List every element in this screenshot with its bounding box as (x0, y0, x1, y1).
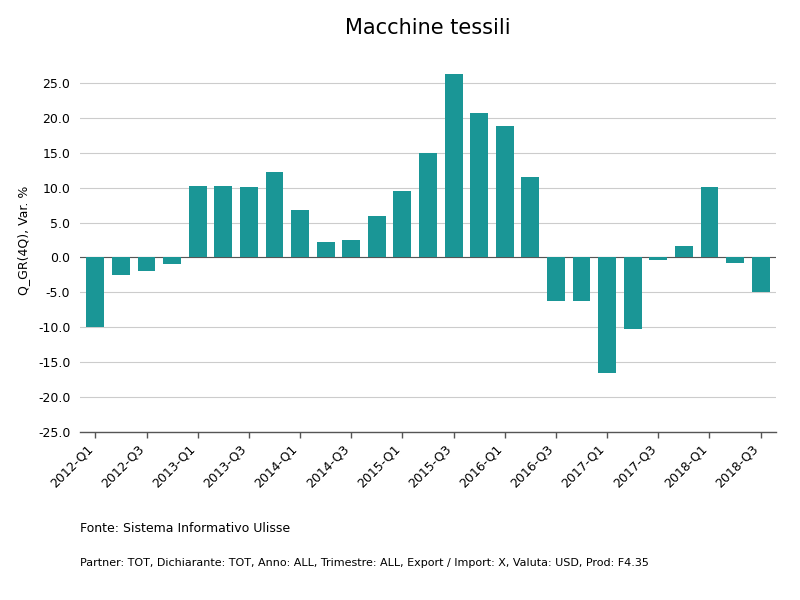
Bar (86, 257, 104, 327)
Bar (138, 257, 155, 271)
Bar (726, 257, 744, 263)
Bar (214, 185, 232, 257)
Bar (317, 242, 334, 257)
Bar (547, 257, 565, 301)
Bar (598, 257, 616, 373)
Bar (394, 191, 411, 257)
Text: Partner: TOT, Dichiarante: TOT, Anno: ALL, Trimestre: ALL, Export / Import: X, V: Partner: TOT, Dichiarante: TOT, Anno: AL… (80, 558, 649, 568)
Bar (675, 245, 693, 257)
Bar (522, 177, 539, 257)
Text: Fonte: Sistema Informativo Ulisse: Fonte: Sistema Informativo Ulisse (80, 522, 290, 535)
Bar (342, 240, 360, 257)
Bar (573, 257, 590, 301)
Bar (752, 257, 770, 292)
Bar (701, 187, 718, 257)
Bar (240, 187, 258, 257)
Bar (112, 257, 130, 275)
Bar (419, 153, 437, 257)
Y-axis label: Q_GR(4Q), Var. %: Q_GR(4Q), Var. % (17, 185, 30, 295)
Bar (470, 113, 488, 257)
Title: Macchine tessili: Macchine tessili (345, 18, 511, 38)
Bar (496, 126, 514, 257)
Bar (189, 185, 206, 257)
Bar (624, 257, 642, 329)
Bar (445, 74, 462, 257)
Bar (291, 210, 309, 257)
Bar (368, 215, 386, 257)
Bar (266, 172, 283, 257)
Bar (650, 257, 667, 260)
Bar (163, 257, 181, 265)
